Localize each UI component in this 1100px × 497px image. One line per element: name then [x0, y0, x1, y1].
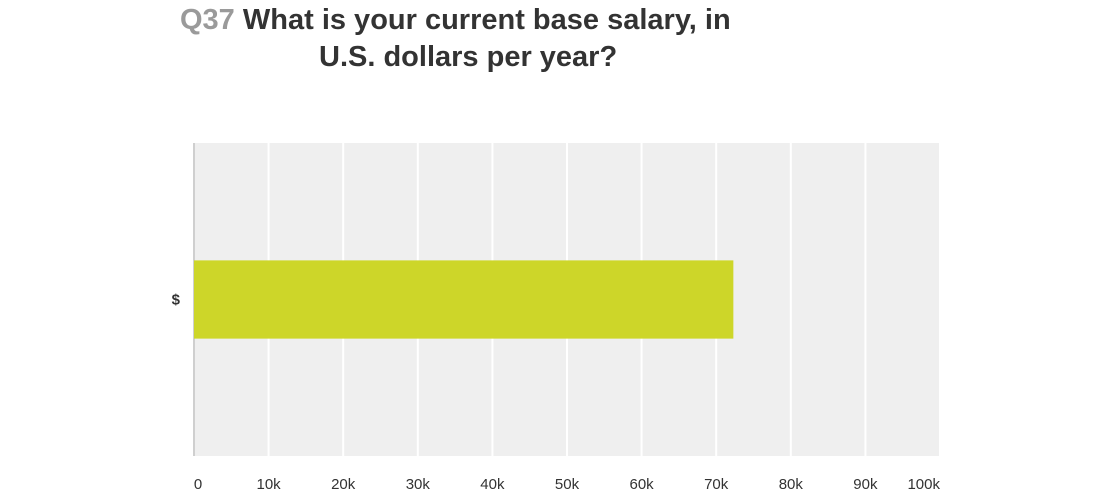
x-tick-label: 50k [555, 476, 580, 493]
x-tick-label: 10k [257, 476, 282, 493]
x-tick-label: 90k [853, 476, 878, 493]
x-tick-label: 20k [331, 476, 356, 493]
chart-title-line-1: Q37 What is your current base salary, in [180, 2, 780, 39]
question-text-line-2: U.S. dollars per year? [319, 41, 618, 73]
x-tick-label: 100k [907, 476, 940, 493]
bar-0 [194, 260, 734, 339]
x-tick-label: 60k [630, 476, 655, 493]
x-tick-label: 30k [406, 476, 431, 493]
question-text-line-1: What is your current base salary, in [242, 4, 731, 36]
x-tick-label: 40k [480, 476, 505, 493]
x-tick-label: 70k [704, 476, 729, 493]
chart-title: Q37 What is your current base salary, in… [180, 2, 780, 76]
x-tick-label: 80k [779, 476, 804, 493]
category-label: $ [172, 292, 181, 309]
x-tick-label: 0 [194, 476, 202, 493]
question-number: Q37 [180, 4, 235, 36]
